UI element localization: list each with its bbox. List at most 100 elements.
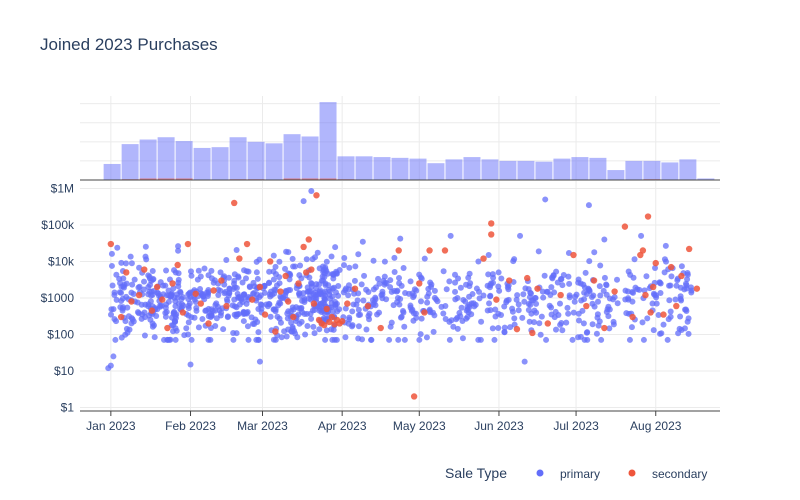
point-primary[interactable]	[511, 315, 518, 322]
point-primary[interactable]	[114, 244, 121, 251]
point-primary[interactable]	[258, 301, 265, 308]
point-primary[interactable]	[351, 277, 358, 284]
point-secondary[interactable]	[135, 291, 143, 299]
point-secondary[interactable]	[667, 263, 675, 271]
point-primary[interactable]	[397, 296, 404, 303]
point-primary[interactable]	[255, 305, 262, 312]
point-primary[interactable]	[678, 263, 685, 270]
point-primary[interactable]	[355, 323, 362, 330]
point-primary[interactable]	[370, 257, 377, 264]
point-primary-outlier[interactable]	[601, 236, 608, 243]
point-primary[interactable]	[306, 274, 313, 281]
point-secondary[interactable]	[282, 272, 289, 280]
point-primary[interactable]	[253, 269, 260, 276]
point-primary[interactable]	[311, 330, 318, 337]
point-primary[interactable]	[322, 280, 329, 287]
point-primary[interactable]	[116, 289, 123, 296]
point-primary[interactable]	[553, 268, 560, 275]
point-secondary[interactable]	[639, 247, 647, 254]
point-primary[interactable]	[683, 308, 690, 315]
point-primary[interactable]	[423, 334, 430, 341]
point-primary[interactable]	[361, 272, 368, 279]
point-primary[interactable]	[173, 327, 180, 334]
point-primary[interactable]	[375, 275, 382, 282]
point-primary[interactable]	[666, 282, 673, 289]
point-secondary[interactable]	[344, 300, 351, 307]
point-secondary[interactable]	[223, 302, 230, 310]
point-primary[interactable]	[582, 269, 589, 276]
point-secondary[interactable]	[338, 318, 346, 325]
point-primary[interactable]	[293, 285, 300, 292]
point-primary[interactable]	[639, 319, 646, 326]
point-secondary[interactable]	[544, 320, 551, 327]
point-primary[interactable]	[630, 289, 637, 296]
point-primary[interactable]	[399, 308, 406, 315]
point-primary[interactable]	[195, 324, 202, 331]
point-primary[interactable]	[257, 292, 264, 299]
point-primary[interactable]	[501, 303, 508, 310]
point-primary[interactable]	[457, 313, 464, 320]
point-primary[interactable]	[303, 256, 310, 263]
point-primary-outlier[interactable]	[300, 198, 307, 205]
point-primary[interactable]	[147, 298, 154, 305]
point-secondary[interactable]	[284, 298, 292, 305]
point-primary[interactable]	[614, 276, 621, 283]
point-primary[interactable]	[559, 282, 566, 289]
point-primary[interactable]	[113, 271, 120, 278]
point-primary[interactable]	[431, 294, 438, 301]
point-secondary[interactable]	[308, 266, 315, 273]
point-primary[interactable]	[473, 285, 480, 292]
point-primary[interactable]	[187, 268, 194, 275]
point-secondary[interactable]	[506, 277, 513, 284]
point-primary[interactable]	[352, 263, 359, 270]
point-primary[interactable]	[213, 315, 220, 322]
point-primary[interactable]	[160, 282, 167, 289]
point-primary[interactable]	[281, 328, 288, 335]
point-secondary[interactable]	[649, 283, 657, 291]
point-primary[interactable]	[276, 274, 283, 281]
point-primary[interactable]	[119, 295, 126, 302]
point-secondary[interactable]	[421, 309, 428, 316]
point-primary[interactable]	[336, 267, 343, 274]
point-primary[interactable]	[683, 285, 690, 292]
point-primary[interactable]	[188, 336, 195, 343]
point-primary[interactable]	[231, 271, 238, 278]
point-primary[interactable]	[123, 325, 130, 332]
point-primary[interactable]	[662, 242, 669, 249]
point-primary[interactable]	[330, 275, 337, 282]
point-secondary[interactable]	[685, 245, 693, 253]
point-primary[interactable]	[656, 279, 663, 286]
point-primary[interactable]	[458, 304, 465, 311]
point-primary[interactable]	[626, 336, 633, 343]
point-primary[interactable]	[175, 279, 182, 286]
point-secondary[interactable]	[673, 302, 680, 310]
point-primary[interactable]	[491, 336, 498, 343]
point-primary[interactable]	[519, 314, 526, 321]
point-primary[interactable]	[593, 330, 600, 337]
point-primary[interactable]	[363, 326, 370, 333]
point-primary[interactable]	[233, 246, 240, 253]
point-primary[interactable]	[536, 320, 543, 327]
point-primary[interactable]	[396, 274, 403, 281]
point-secondary[interactable]	[159, 296, 166, 303]
point-primary[interactable]	[571, 298, 578, 305]
point-primary[interactable]	[386, 336, 393, 343]
point-primary[interactable]	[131, 276, 138, 283]
point-primary[interactable]	[217, 269, 224, 276]
point-primary[interactable]	[546, 302, 553, 309]
point-primary[interactable]	[332, 301, 339, 308]
point-primary[interactable]	[660, 321, 667, 328]
point-primary[interactable]	[459, 335, 466, 342]
point-primary[interactable]	[136, 264, 143, 271]
point-secondary[interactable]	[629, 313, 636, 321]
point-primary[interactable]	[559, 327, 566, 334]
point-primary[interactable]	[401, 336, 408, 343]
point-primary[interactable]	[477, 336, 484, 343]
point-secondary[interactable]	[364, 302, 372, 310]
point-primary[interactable]	[200, 293, 207, 300]
point-primary[interactable]	[418, 315, 425, 322]
point-secondary[interactable]	[410, 393, 418, 400]
point-secondary[interactable]	[590, 277, 598, 284]
point-primary[interactable]	[255, 336, 262, 343]
point-primary[interactable]	[390, 302, 397, 309]
